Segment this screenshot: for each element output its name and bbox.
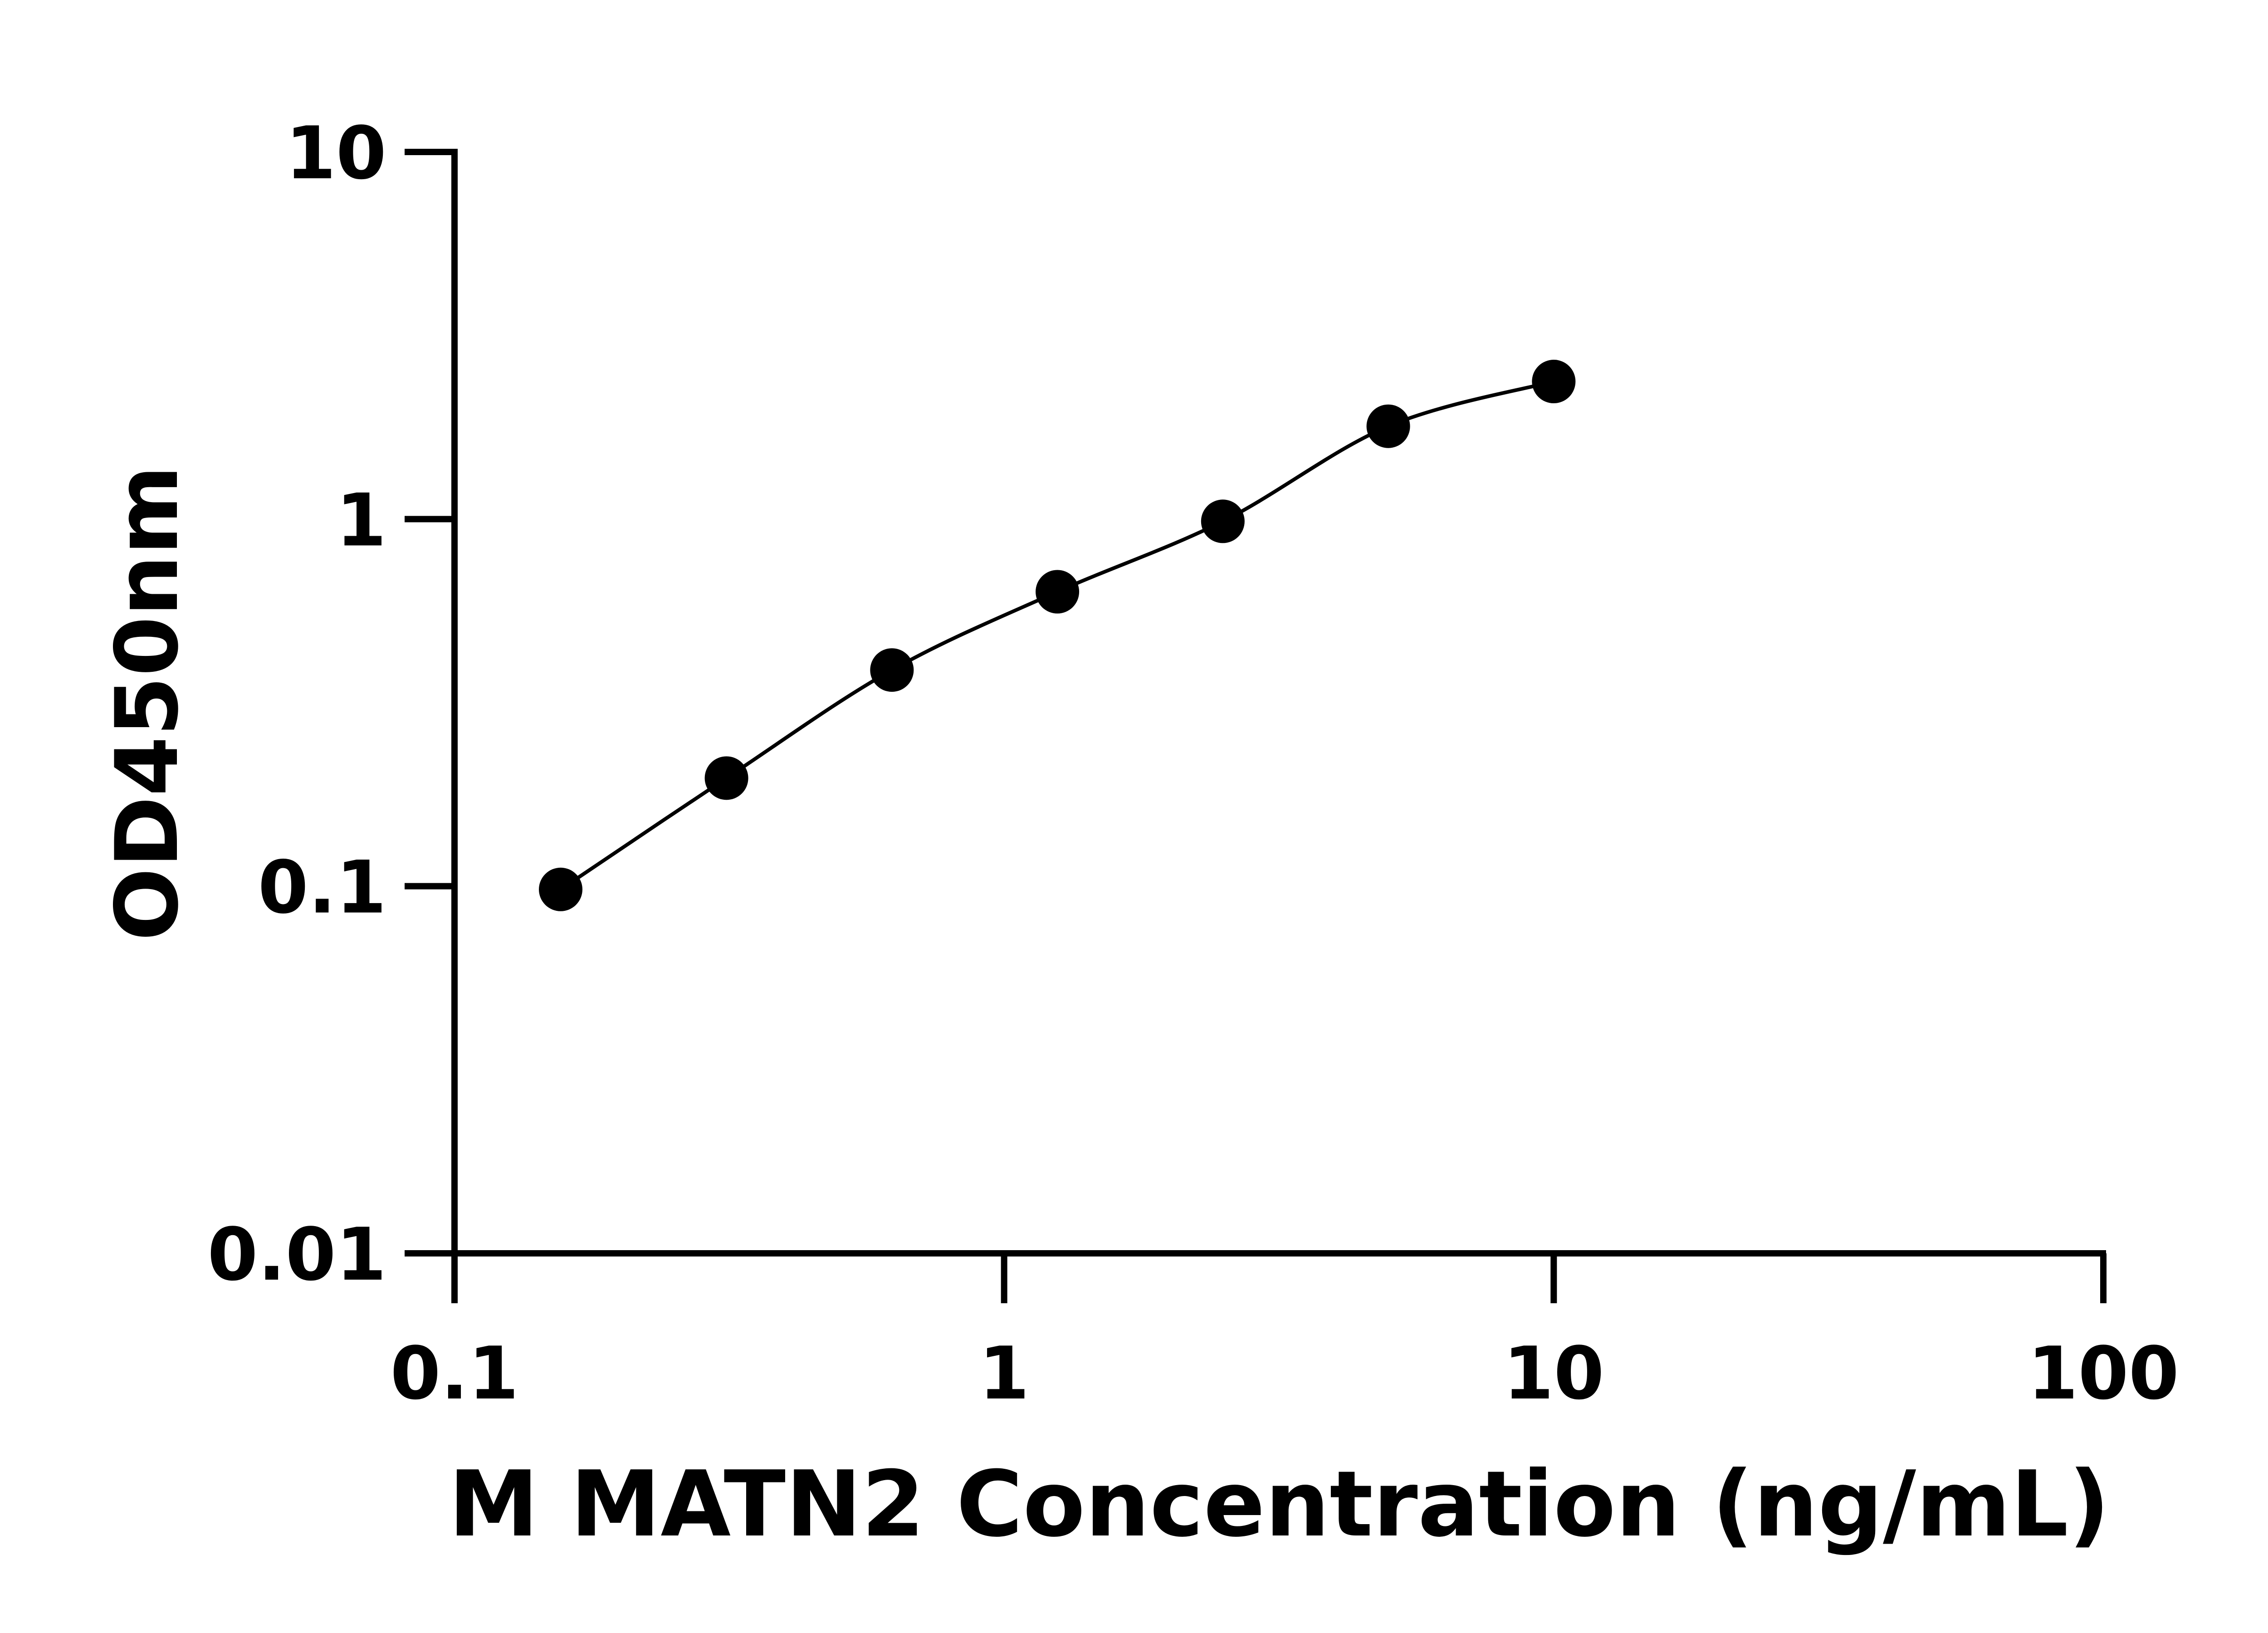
data-point: [1366, 404, 1410, 448]
data-point: [1036, 570, 1080, 614]
x-tick-label: 0.1: [390, 1331, 518, 1416]
data-points: [539, 360, 1576, 911]
y-tick-label: 1: [336, 478, 386, 562]
data-point: [704, 756, 748, 800]
x-tick-label: 1: [979, 1331, 1029, 1416]
data-point: [870, 648, 914, 692]
x-tick-label: 100: [2028, 1331, 2179, 1416]
y-tick-label: 0.1: [258, 845, 386, 930]
x-tick-label: 10: [1503, 1331, 1604, 1416]
data-point: [539, 867, 583, 911]
y-tick-label: 10: [285, 111, 386, 196]
data-point: [1532, 360, 1576, 404]
y-tick-label: 0.01: [207, 1212, 386, 1297]
y-axis-title: OD450nm: [97, 465, 197, 941]
data-point: [1201, 499, 1245, 543]
fit-curve: [559, 380, 1554, 891]
x-axis-title: M MATN2 Concentration (ng/mL): [449, 1452, 2110, 1557]
axes: [451, 149, 2106, 1257]
